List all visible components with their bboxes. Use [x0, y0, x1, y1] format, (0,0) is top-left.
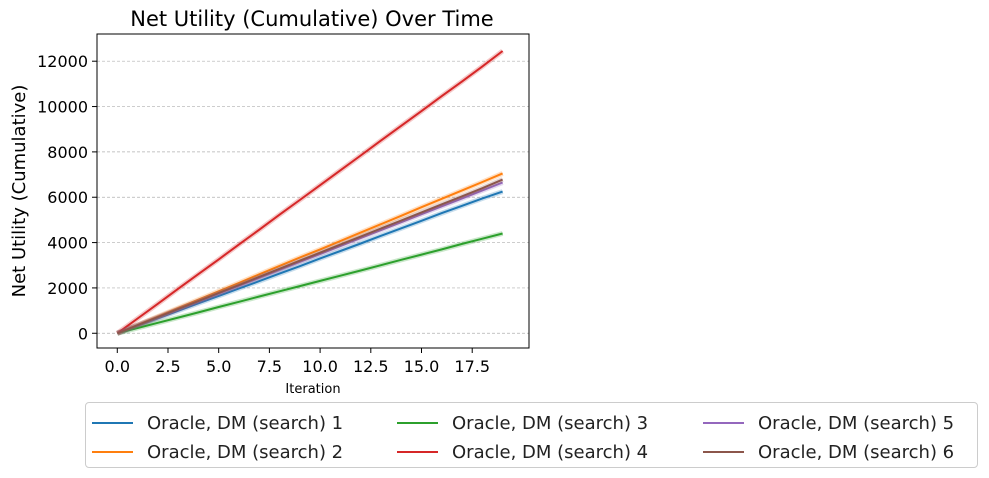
y-axis-ticks: 0 2000 4000 6000 8000 10000 12000: [37, 52, 97, 343]
legend-item-1: Oracle, DM (search) 1: [92, 410, 343, 436]
x-axis-label: Iteration: [285, 382, 340, 397]
x-tick-label: 12.5: [353, 357, 389, 376]
legend-item-6: Oracle, DM (search) 6: [703, 439, 954, 465]
legend-item-2: Oracle, DM (search) 2: [92, 439, 343, 465]
legend: Oracle, DM (search) 1 Oracle, DM (search)…: [85, 402, 978, 468]
legend-label: Oracle, DM (search) 6: [758, 441, 955, 463]
x-tick-label: 7.5: [257, 357, 282, 376]
x-tick-label: 2.5: [155, 357, 180, 376]
legend-label: Oracle, DM (search) 4: [452, 441, 649, 463]
y-tick-label: 10000: [37, 98, 88, 117]
x-tick-label: 0.0: [105, 357, 130, 376]
legend-label: Oracle, DM (search) 2: [147, 441, 344, 463]
y-tick-label: 6000: [47, 188, 88, 207]
grid-lines: [97, 60, 529, 334]
legend-label: Oracle, DM (search) 3: [452, 412, 649, 434]
legend-swatch: [703, 422, 744, 424]
legend-item-5: Oracle, DM (search) 5: [703, 410, 954, 436]
y-axis-label: Net Utility (Cumulative): [9, 85, 30, 298]
legend-label: Oracle, DM (search) 5: [758, 412, 955, 434]
legend-swatch: [397, 422, 438, 424]
legend-swatch: [92, 422, 133, 424]
x-axis-ticks: 0.0 2.5 5.0 7.5 10.0 12.5 15.0 17.5: [105, 348, 490, 376]
x-tick-label: 15.0: [404, 357, 440, 376]
x-tick-label: 5.0: [206, 357, 231, 376]
series-line-1: [116, 190, 503, 335]
legend-swatch: [92, 451, 133, 453]
x-tick-label: 10.0: [302, 357, 338, 376]
chart-title: Net Utility (Cumulative) Over Time: [130, 7, 493, 31]
x-tick-label: 17.5: [454, 357, 490, 376]
series-line-3: [117, 232, 503, 335]
legend-swatch: [703, 451, 744, 453]
series-line-6: [116, 178, 503, 335]
legend-item-4: Oracle, DM (search) 4: [397, 439, 648, 465]
y-tick-label: 0: [78, 324, 88, 343]
plot-area-frame: [96, 33, 530, 349]
legend-label: Oracle, DM (search) 1: [147, 412, 344, 434]
legend-item-3: Oracle, DM (search) 3: [397, 410, 648, 436]
y-tick-label: 2000: [47, 279, 88, 298]
series-line-4: [116, 50, 504, 335]
series-lines: [115, 49, 505, 336]
y-tick-label: 8000: [47, 143, 88, 162]
legend-swatch: [397, 451, 438, 453]
chart-svg: Net Utility (Cumulative) Over Time 0.0 2.…: [9, 7, 530, 397]
y-tick-label: 4000: [47, 234, 88, 253]
y-tick-label: 12000: [37, 52, 88, 71]
